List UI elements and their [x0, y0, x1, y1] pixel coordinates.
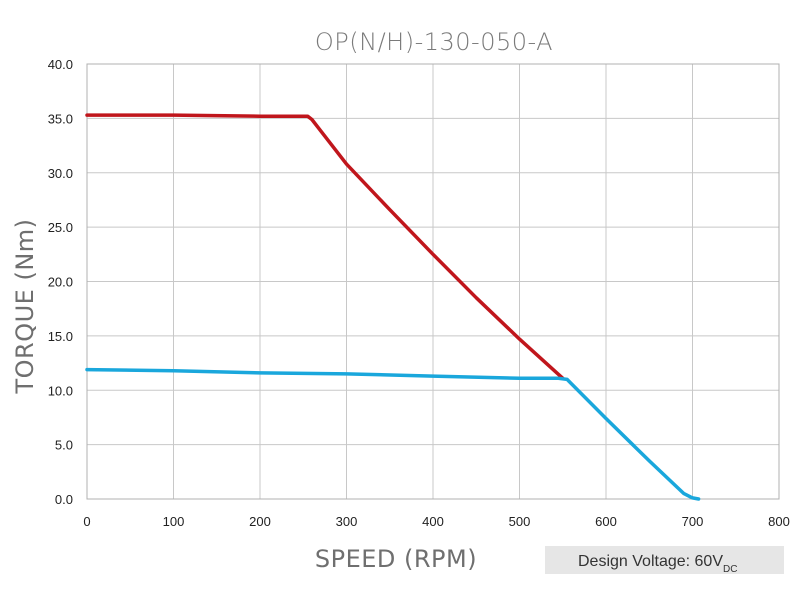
y-tick-label: 40.0: [48, 57, 73, 72]
x-tick-label: 700: [682, 514, 704, 529]
series-line-2: [85, 367, 701, 501]
chart-title: OP(N/H)-130-050-A: [315, 28, 553, 56]
badge-subscript: DC: [723, 564, 737, 575]
y-tick-label: 0.0: [55, 492, 73, 507]
grid: [86, 63, 780, 500]
y-tick-label: 25.0: [48, 220, 73, 235]
y-tick-label: 35.0: [48, 111, 73, 126]
x-axis-title: SPEED (RPM): [315, 545, 477, 573]
x-tick-label: 800: [768, 514, 790, 529]
series-line-1: [85, 113, 565, 381]
x-tick-label: 600: [595, 514, 617, 529]
y-tick-label: 30.0: [48, 166, 73, 181]
y-tick-label: 5.0: [55, 438, 73, 453]
series-lines: [85, 113, 701, 501]
design-voltage-badge: Design Voltage: 60VDC: [545, 546, 784, 575]
y-axis-title: TORQUE (Nm): [11, 218, 39, 394]
x-tick-label: 100: [163, 514, 185, 529]
badge-main-text: Design Voltage: 60V: [578, 553, 723, 570]
y-axis-ticks: 0.0 5.0 10.0 15.0 20.0 25.0 30.0 35.0 40.0: [48, 57, 73, 507]
x-tick-label: 200: [249, 514, 271, 529]
y-tick-label: 20.0: [48, 275, 73, 290]
y-tick-label: 15.0: [48, 329, 73, 344]
x-tick-label: 0: [83, 514, 90, 529]
x-tick-label: 500: [509, 514, 531, 529]
plot-frame: [86, 63, 780, 500]
badge-background: [545, 546, 784, 574]
x-tick-label: 300: [336, 514, 358, 529]
x-axis-ticks: 0 100 200 300 400 500 600 700 800: [83, 514, 789, 529]
badge-label: Design Voltage: 60VDC: [578, 553, 737, 575]
y-tick-label: 10.0: [48, 383, 73, 398]
x-tick-label: 400: [422, 514, 444, 529]
